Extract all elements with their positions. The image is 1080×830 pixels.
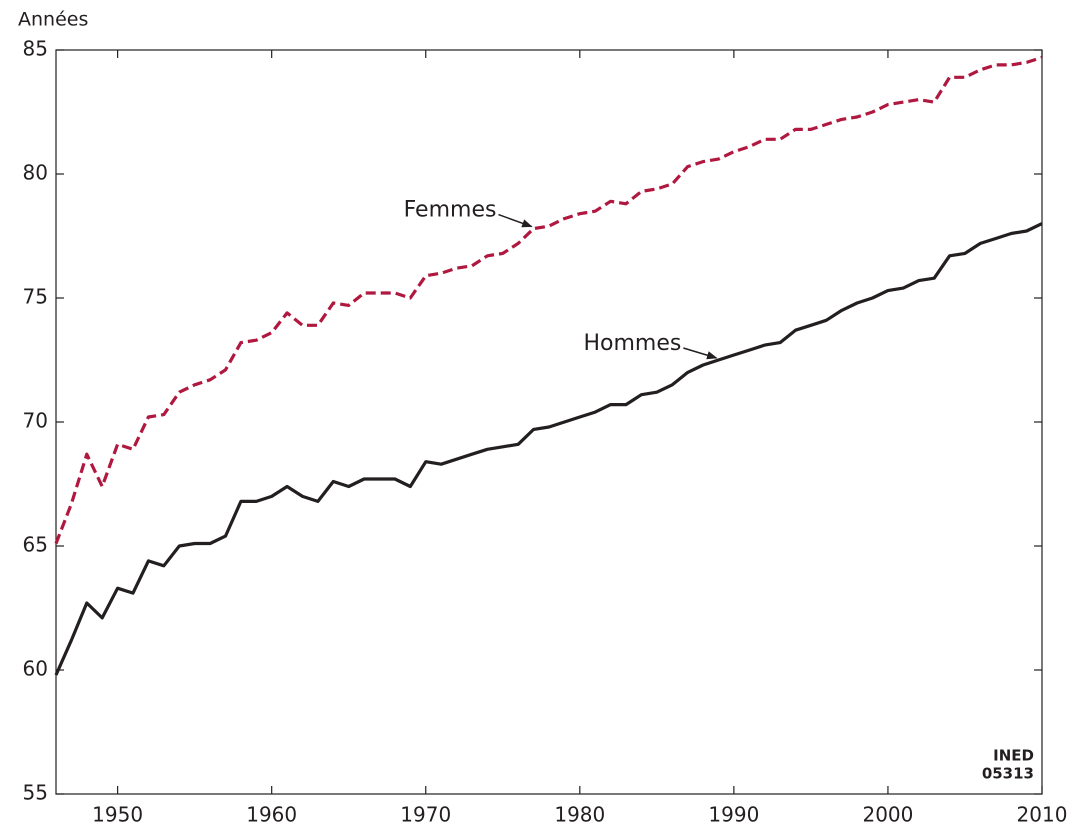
y-tick-label: 60 [23, 657, 48, 681]
x-tick-label: 1960 [246, 803, 297, 827]
y-tick-label: 85 [23, 37, 48, 61]
source-note: 05313 [982, 765, 1034, 783]
y-tick-label: 80 [23, 161, 48, 185]
series-line [54, 55, 1043, 545]
y-tick-label: 70 [23, 409, 48, 433]
x-tick-label: 1990 [708, 803, 759, 827]
y-tick-label: 65 [23, 533, 48, 557]
x-tick-label: 1950 [92, 803, 143, 827]
y-tick-label: 55 [23, 781, 48, 805]
label-arrow [683, 347, 718, 360]
series-label: Hommes [583, 331, 681, 356]
series-line [54, 222, 1043, 676]
source-note: INED [993, 747, 1034, 765]
label-arrow [498, 213, 533, 228]
y-tick-label: 75 [23, 285, 48, 309]
x-tick-label: 2000 [862, 803, 913, 827]
series-label: Femmes [404, 198, 497, 223]
x-tick-label: 1980 [554, 803, 605, 827]
y-axis-label: Années [18, 9, 88, 31]
plot-frame [55, 49, 1043, 795]
x-tick-label: 1970 [400, 803, 451, 827]
x-tick-label: 2010 [1017, 803, 1068, 827]
